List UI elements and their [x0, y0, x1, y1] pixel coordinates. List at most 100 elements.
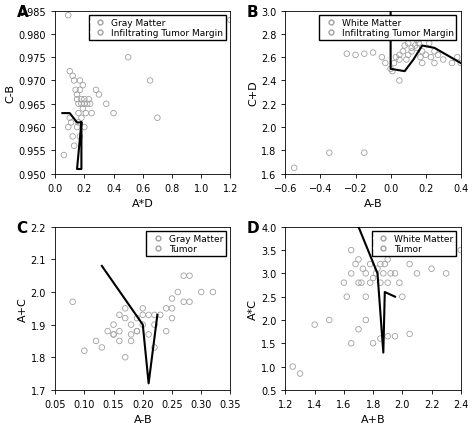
Text: D: D	[247, 221, 259, 236]
Point	[391, 333, 399, 340]
Point	[384, 333, 392, 340]
Point	[168, 315, 176, 322]
Point	[352, 52, 359, 59]
Point	[116, 338, 123, 344]
Point	[163, 328, 170, 335]
Point	[340, 280, 347, 286]
Point	[81, 347, 88, 354]
Point	[64, 124, 72, 131]
Y-axis label: C+D: C+D	[248, 80, 258, 106]
Point	[382, 61, 389, 68]
Point	[402, 57, 410, 64]
Point	[355, 326, 362, 333]
Point	[362, 294, 370, 301]
Point	[369, 50, 377, 57]
Point	[67, 120, 75, 126]
Point	[151, 344, 158, 351]
Point	[180, 299, 188, 306]
Point	[422, 52, 429, 59]
Point	[75, 111, 82, 117]
Point	[380, 270, 387, 277]
Point	[448, 61, 456, 68]
Point	[78, 96, 85, 103]
Point	[377, 261, 384, 268]
Point	[425, 41, 433, 48]
Point	[410, 31, 417, 38]
Point	[457, 247, 465, 254]
Point	[83, 101, 91, 108]
Point	[88, 111, 95, 117]
Y-axis label: A*C: A*C	[248, 298, 258, 319]
Point	[406, 261, 413, 268]
Point	[413, 45, 421, 52]
Point	[72, 87, 79, 94]
Point	[404, 41, 412, 48]
Point	[381, 261, 389, 268]
Point	[408, 45, 415, 52]
Point	[396, 280, 403, 286]
Point	[352, 261, 359, 268]
Point	[81, 124, 88, 131]
Point	[121, 305, 129, 312]
Point	[227, 18, 234, 25]
Point	[454, 55, 461, 61]
Point	[377, 280, 384, 286]
Point	[151, 322, 158, 329]
Point	[145, 312, 153, 319]
Point	[69, 134, 76, 141]
Point	[361, 150, 368, 157]
Point	[78, 101, 85, 108]
Point	[378, 55, 386, 61]
Text: A: A	[17, 5, 28, 20]
Point	[81, 96, 88, 103]
Point	[450, 247, 457, 254]
Point	[168, 295, 176, 302]
Point	[102, 101, 110, 108]
X-axis label: A*D: A*D	[132, 199, 154, 209]
Y-axis label: C-B: C-B	[6, 83, 16, 102]
Point	[399, 294, 406, 301]
Point	[139, 312, 146, 319]
Point	[431, 49, 438, 55]
Point	[428, 266, 435, 273]
Point	[457, 61, 465, 68]
Point	[347, 270, 355, 277]
Point	[366, 261, 374, 268]
Point	[75, 120, 82, 126]
Point	[431, 61, 438, 68]
Point	[392, 55, 400, 61]
Point	[66, 115, 73, 122]
Point	[69, 299, 76, 306]
Point	[139, 305, 146, 312]
Point	[146, 78, 154, 85]
Point	[384, 256, 392, 263]
Point	[121, 315, 129, 322]
Point	[76, 134, 84, 141]
Point	[359, 266, 367, 273]
Point	[79, 83, 87, 89]
Point	[347, 340, 355, 347]
Legend: White Matter, Tumor: White Matter, Tumor	[372, 232, 456, 256]
Point	[372, 270, 380, 277]
Point	[128, 331, 135, 338]
Point	[404, 52, 412, 59]
Point	[60, 152, 68, 159]
Point	[391, 270, 399, 277]
Point	[408, 49, 415, 55]
Point	[110, 322, 118, 329]
Point	[399, 49, 407, 55]
Point	[92, 87, 100, 94]
Point	[73, 92, 81, 98]
Point	[384, 280, 392, 286]
Point	[355, 256, 362, 263]
Point	[168, 305, 176, 312]
Point	[366, 280, 374, 286]
Point	[377, 335, 384, 342]
Point	[396, 52, 403, 59]
Point	[417, 55, 424, 61]
Point	[411, 43, 419, 50]
Point	[419, 61, 426, 68]
Point	[186, 273, 193, 280]
Point	[369, 275, 377, 282]
Point	[413, 37, 421, 44]
